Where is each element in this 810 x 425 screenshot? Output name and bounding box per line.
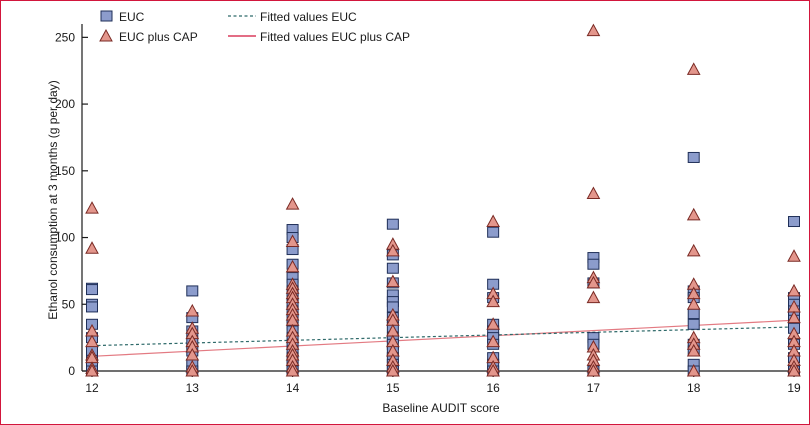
point-euc [386,262,399,274]
point-euc-plus-cap [586,23,601,37]
point-euc [687,308,700,320]
point-euc-plus-cap [586,275,601,289]
y-tick-label: 250 [55,30,75,44]
y-tick-label: 200 [55,97,75,111]
point-euc-plus-cap [285,363,300,377]
y-tick-label: 150 [55,164,75,178]
legend-cap-label: EUC plus CAP [119,30,198,44]
point-euc-plus-cap [586,186,601,199]
point-euc [186,285,199,297]
point-euc-plus-cap [686,62,701,75]
point-euc [687,318,700,330]
fit-line-euc [91,326,795,347]
point-euc-plus-cap [285,234,300,248]
fit-line-euc-plus-cap [91,319,795,357]
point-euc-plus-cap [386,363,400,377]
point-euc-plus-cap [85,201,99,214]
point-euc-plus-cap [85,363,99,377]
legend-euc-label: EUC [119,10,145,24]
point-euc-plus-cap [486,334,500,348]
point-euc-plus-cap [285,259,300,273]
series-euc-plus-cap [85,23,801,377]
y-tick-label: 50 [62,297,76,311]
y-tick-label: 100 [55,231,75,245]
legend-cap-symbol [99,28,113,42]
point-euc-plus-cap [686,343,701,357]
point-euc-plus-cap [686,297,701,310]
x-tick-label: 13 [186,381,200,395]
point-euc [788,216,800,228]
point-euc-plus-cap [85,334,99,348]
point-euc [86,301,98,313]
point-euc-plus-cap [486,363,500,377]
x-tick-label: 19 [787,381,801,395]
point-euc [386,218,399,230]
point-euc-plus-cap [787,283,801,297]
legend-fit-euc-label: Fitted values EUC [260,10,357,24]
point-euc-plus-cap [486,317,500,330]
point-euc [687,151,700,163]
point-euc-plus-cap [386,274,400,288]
legend: EUC EUC plus CAP Fitted values EUC Fitte… [99,10,410,44]
point-euc-plus-cap [686,243,701,257]
point-euc-plus-cap [185,303,200,317]
point-euc-plus-cap [787,363,801,377]
point-euc-plus-cap [586,290,601,304]
point-euc-plus-cap [686,207,701,221]
x-axis-title: Baseline AUDIT score [382,401,499,415]
point-euc [487,226,500,238]
x-tick-label: 15 [386,381,400,395]
x-tick-label: 17 [587,381,601,395]
x-tick-label: 12 [85,381,99,395]
x-tick-label: 14 [286,381,300,395]
x-tick-label: 18 [687,381,701,395]
point-euc-plus-cap [285,197,300,210]
y-tick-label: 0 [68,364,75,378]
legend-fit-cap-label: Fitted values EUC plus CAP [260,30,410,44]
point-euc-plus-cap [486,294,500,308]
y-axis-title: Ethanol consumption at 3 months (g per d… [46,80,60,319]
x-ticks: 12 13 14 15 16 17 18 19 [85,371,801,395]
point-euc-plus-cap [386,243,400,257]
point-euc-plus-cap [686,363,701,377]
point-euc-plus-cap [85,241,99,254]
point-euc [86,284,98,296]
point-euc-plus-cap [586,363,601,377]
point-euc [587,258,600,270]
point-euc-plus-cap [787,310,801,324]
point-euc-plus-cap [787,249,801,262]
fitted-lines [91,319,795,357]
x-tick-label: 16 [486,381,500,395]
point-euc-plus-cap [185,363,200,377]
y-ticks: 0 50 100 150 200 250 [55,30,88,378]
point-euc-plus-cap [486,214,500,228]
legend-euc-symbol [100,10,113,22]
